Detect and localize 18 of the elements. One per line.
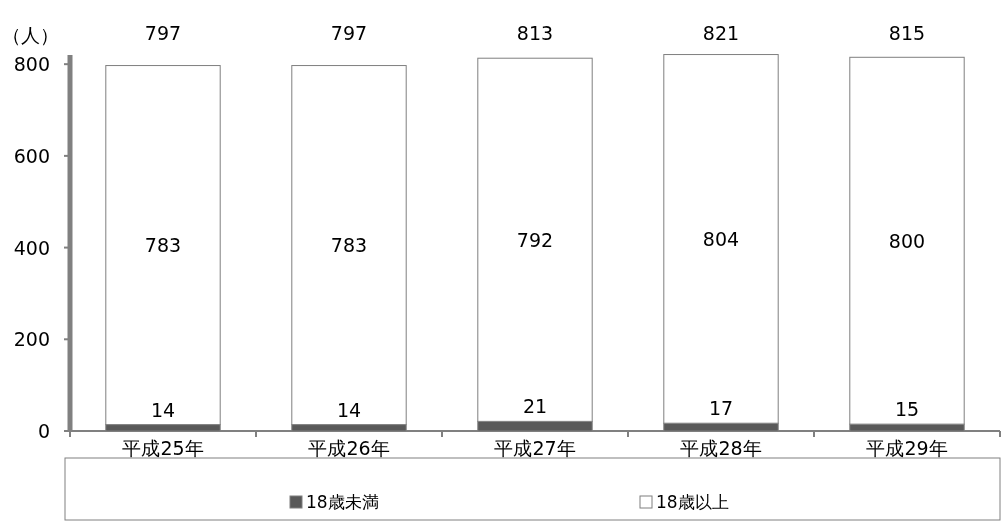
legend-label: 18歳以上 xyxy=(656,492,729,512)
x-tick-label: 平成27年 xyxy=(494,437,576,459)
x-tick-label: 平成25年 xyxy=(122,437,204,459)
total-label: 813 xyxy=(516,22,554,44)
y-tick-label: 800 xyxy=(13,53,50,76)
y-axis-title: （人） xyxy=(2,24,59,46)
y-tick-label: 0 xyxy=(37,420,50,442)
x-tick-label: 平成26年 xyxy=(308,437,390,459)
y-tick-label: 200 xyxy=(13,328,50,351)
total-label: 821 xyxy=(702,22,740,44)
legend-label: 18歳未満 xyxy=(306,492,379,512)
total-label: 815 xyxy=(888,22,926,44)
total-label: 797 xyxy=(144,22,182,44)
x-tick-label: 平成28年 xyxy=(680,437,762,459)
x-tick-label: 平成29年 xyxy=(866,437,948,459)
total-label: 797 xyxy=(330,22,368,44)
y-tick-label: 400 xyxy=(13,236,50,259)
y-tick-label: 600 xyxy=(13,144,50,167)
